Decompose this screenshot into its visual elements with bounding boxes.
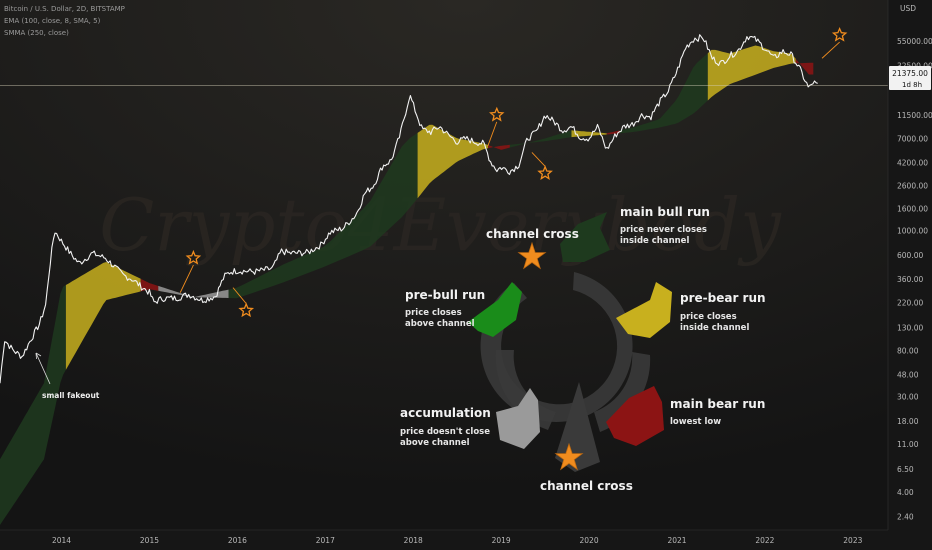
star-arrow — [487, 121, 498, 146]
smma-legend[interactable]: SMMA (250, close) — [4, 29, 69, 37]
y-tick-label: 2600.00 — [897, 181, 928, 190]
main-bull-desc-2: inside channel — [620, 236, 689, 246]
cross-star-icon — [537, 165, 553, 180]
x-tick-label: 2019 — [492, 536, 511, 545]
y-tick-label: 18.00 — [897, 417, 919, 426]
channel-cross-bottom-star-icon — [554, 442, 584, 471]
price-axis-panel — [888, 0, 932, 550]
x-tick-label: 2017 — [316, 536, 335, 545]
y-tick-label: 30.00 — [897, 393, 919, 402]
price-tag-value: 21375.00 — [892, 69, 928, 78]
channel-segment-pre-bear — [65, 262, 141, 370]
pre-bull-desc-2: above channel — [405, 319, 475, 329]
x-tick-label: 2014 — [52, 536, 71, 545]
x-tick-label: 2022 — [755, 536, 774, 545]
y-tick-label: 55000.00 — [897, 37, 932, 46]
channel-cross-top-star-icon — [517, 241, 547, 270]
channel-segment-accumulation — [158, 285, 229, 298]
star-arrow — [179, 264, 194, 293]
cross-star-icon — [831, 26, 848, 42]
phase-shape-main-bear — [606, 386, 664, 446]
phase-shape-accumulation — [496, 388, 540, 449]
pre-bear-desc-2: inside channel — [680, 323, 749, 333]
x-axis-ticks: 2014 2015 2016 2017 2018 2019 2020 2021 2022 2023 — [52, 536, 863, 545]
current-price-tag[interactable]: 21375.00 1d 8h — [889, 66, 931, 90]
main-bear-desc-1: lowest low — [670, 417, 721, 427]
cycle-ring-right — [594, 352, 651, 432]
star-arrow — [232, 287, 247, 304]
channel-cross-bottom-label: channel cross — [540, 479, 633, 493]
channel-segment-main-bear — [795, 58, 814, 75]
y-tick-label: 600.00 — [897, 251, 923, 260]
currency-label: USD — [900, 4, 916, 13]
small-fakeout-arrow — [35, 352, 51, 385]
watermark: Crypto4Everybody — [99, 183, 782, 267]
y-tick-label: 80.00 — [897, 346, 919, 355]
cross-star-icon — [185, 249, 202, 265]
price-tag-countdown: 1d 8h — [902, 81, 922, 89]
y-tick-label: 1000.00 — [897, 227, 928, 236]
y-tick-label: 2.40 — [897, 512, 914, 521]
x-tick-label: 2020 — [580, 536, 599, 545]
pre-bull-desc-1: price closes — [405, 308, 462, 318]
x-tick-label: 2016 — [228, 536, 247, 545]
pre-bear-title: pre-bear run — [680, 291, 766, 305]
cycle-diagram: channel cross channel cross main bull ru… — [400, 205, 766, 493]
cross-star-icon — [489, 106, 505, 122]
y-tick-label: 360.00 — [897, 275, 923, 284]
accumulation-desc-1: price doesn't close — [400, 427, 490, 437]
pre-bear-desc-1: price closes — [680, 312, 737, 322]
y-tick-label: 11.00 — [897, 440, 919, 449]
channel-segment-pre-bear — [571, 130, 607, 138]
y-tick-label: 1600.00 — [897, 204, 928, 213]
y-tick-label: 4200.00 — [897, 159, 928, 168]
channel-cross-top-label: channel cross — [486, 227, 579, 241]
phase-shape-pre-bull — [468, 282, 522, 337]
accumulation-desc-2: above channel — [400, 438, 470, 448]
y-tick-label: 130.00 — [897, 323, 923, 332]
channel-segment-main-bear — [606, 130, 620, 135]
annotation-arrows — [179, 41, 840, 304]
star-arrow — [821, 41, 840, 59]
phase-shape-pre-bear — [616, 282, 672, 338]
accumulation-title: accumulation — [400, 406, 491, 420]
cycle-ring-pointer — [555, 382, 600, 472]
channel-segment-main-bull — [228, 132, 418, 299]
small-fakeout-label: small fakeout — [42, 391, 100, 400]
phase-shape-main-bull — [560, 212, 610, 262]
y-tick-label: 48.00 — [897, 370, 919, 379]
time-axis-panel — [0, 530, 932, 550]
main-bull-desc-1: price never closes — [620, 225, 707, 235]
channel-segment-main-bull — [619, 53, 708, 134]
channel-segment-main-bull — [0, 285, 66, 525]
y-tick-label: 6.50 — [897, 465, 914, 474]
price-series — [0, 34, 818, 384]
y-tick-label: 7000.00 — [897, 134, 928, 143]
channel-segment-pre-bear — [707, 45, 796, 101]
channel-segment-main-bear — [488, 144, 510, 150]
y-tick-label: 220.00 — [897, 298, 923, 307]
x-tick-label: 2023 — [843, 536, 862, 545]
pre-bull-title: pre-bull run — [405, 288, 485, 302]
y-tick-label: 11500.00 — [897, 111, 932, 120]
cycle-ring-left — [495, 350, 556, 430]
cross-star-markers — [185, 26, 848, 318]
main-bear-title: main bear run — [670, 397, 765, 411]
ema-legend[interactable]: EMA (100, close, 8, SMA, 5) — [4, 17, 101, 25]
x-tick-label: 2018 — [404, 536, 423, 545]
y-tick-label: 4.00 — [897, 488, 914, 497]
star-arrow — [531, 152, 546, 167]
price-line — [0, 34, 818, 384]
cross-star-icon — [238, 302, 255, 318]
x-tick-label: 2021 — [667, 536, 686, 545]
price-tag-box — [889, 66, 931, 90]
x-tick-label: 2015 — [140, 536, 159, 545]
main-bull-title: main bull run — [620, 205, 710, 219]
small-fakeout-arrow-head — [35, 352, 42, 360]
chart-title: Bitcoin / U.S. Dollar, 2D, BITSTAMP — [4, 5, 125, 13]
